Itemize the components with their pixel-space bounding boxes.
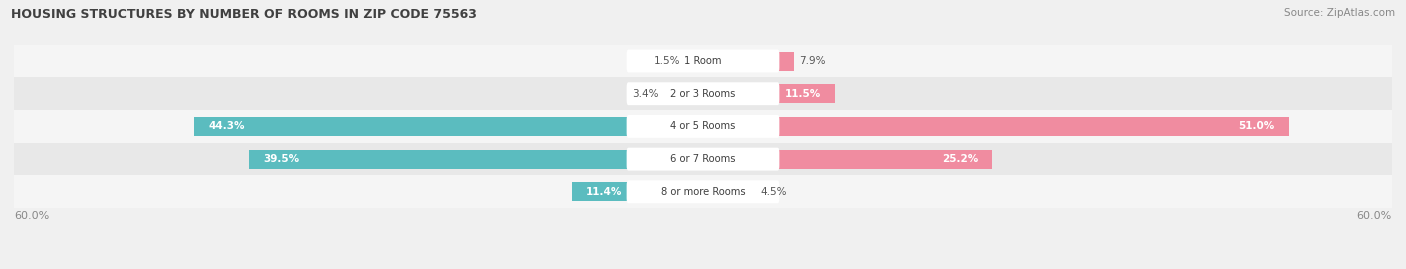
Text: 39.5%: 39.5% xyxy=(263,154,299,164)
Bar xyxy=(703,52,794,70)
FancyBboxPatch shape xyxy=(627,180,779,203)
Text: 7.9%: 7.9% xyxy=(800,56,825,66)
Bar xyxy=(703,182,755,201)
Text: 2 or 3 Rooms: 2 or 3 Rooms xyxy=(671,89,735,99)
Bar xyxy=(703,150,993,169)
Text: HOUSING STRUCTURES BY NUMBER OF ROOMS IN ZIP CODE 75563: HOUSING STRUCTURES BY NUMBER OF ROOMS IN… xyxy=(11,8,477,21)
Bar xyxy=(686,52,703,70)
Text: 6 or 7 Rooms: 6 or 7 Rooms xyxy=(671,154,735,164)
Bar xyxy=(14,175,1392,208)
FancyBboxPatch shape xyxy=(627,148,779,171)
Bar xyxy=(703,84,835,103)
Text: 44.3%: 44.3% xyxy=(208,121,245,132)
Bar xyxy=(14,77,1392,110)
Bar xyxy=(194,117,703,136)
Bar xyxy=(572,182,703,201)
Bar xyxy=(14,143,1392,175)
Text: 8 or more Rooms: 8 or more Rooms xyxy=(661,187,745,197)
Bar xyxy=(249,150,703,169)
FancyBboxPatch shape xyxy=(627,115,779,138)
Bar xyxy=(14,45,1392,77)
Text: 4.5%: 4.5% xyxy=(761,187,787,197)
Bar xyxy=(14,110,1392,143)
Text: 25.2%: 25.2% xyxy=(942,154,979,164)
Text: 3.4%: 3.4% xyxy=(631,89,658,99)
FancyBboxPatch shape xyxy=(627,82,779,105)
Text: 51.0%: 51.0% xyxy=(1239,121,1275,132)
Text: 1 Room: 1 Room xyxy=(685,56,721,66)
Text: 1.5%: 1.5% xyxy=(654,56,681,66)
Text: 11.4%: 11.4% xyxy=(586,187,623,197)
Bar xyxy=(703,117,1289,136)
Text: 4 or 5 Rooms: 4 or 5 Rooms xyxy=(671,121,735,132)
Text: 60.0%: 60.0% xyxy=(1357,211,1392,221)
Legend: Owner-occupied, Renter-occupied: Owner-occupied, Renter-occupied xyxy=(572,268,834,269)
FancyBboxPatch shape xyxy=(627,49,779,72)
Bar xyxy=(664,84,703,103)
Text: 11.5%: 11.5% xyxy=(785,89,821,99)
Text: 60.0%: 60.0% xyxy=(14,211,49,221)
Text: Source: ZipAtlas.com: Source: ZipAtlas.com xyxy=(1284,8,1395,18)
